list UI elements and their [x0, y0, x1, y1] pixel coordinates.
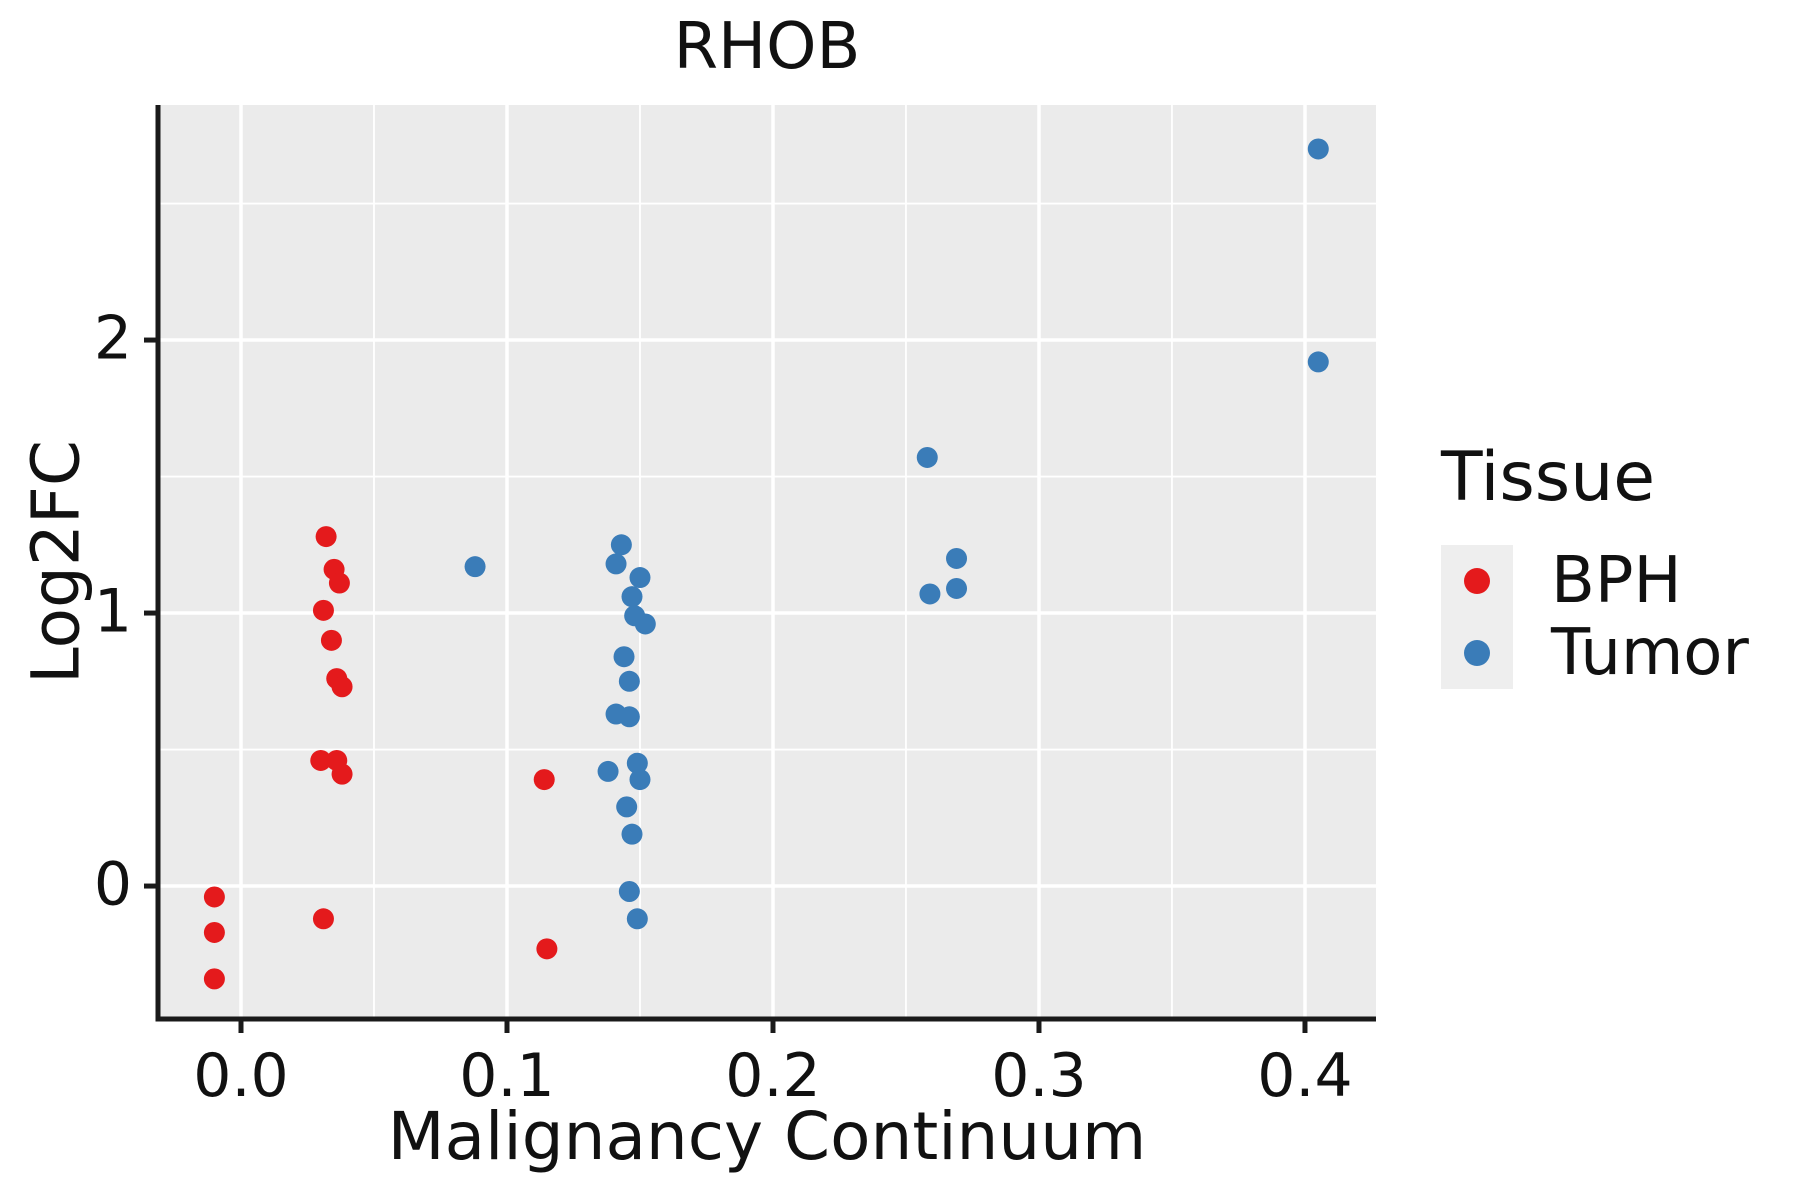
- data-point-tumor: [634, 613, 656, 635]
- data-point-bph: [203, 921, 225, 943]
- data-point-bph: [203, 968, 225, 990]
- data-point-tumor: [605, 553, 627, 575]
- data-point-tumor: [916, 446, 938, 468]
- data-point-tumor: [610, 534, 632, 556]
- legend-item-tumor: Tumor: [1441, 616, 1749, 690]
- legend-title: Tissue: [1441, 438, 1656, 517]
- data-point-bph: [328, 572, 350, 594]
- data-point-tumor: [618, 881, 640, 903]
- x-tick-label: 0.2: [725, 1041, 821, 1111]
- legend-items: BPH Tumor: [1441, 544, 1749, 690]
- data-point-tumor: [629, 769, 651, 791]
- legend-item-bph: BPH: [1441, 544, 1749, 618]
- legend-dot-tumor: [1464, 640, 1490, 666]
- data-point-bph: [312, 599, 334, 621]
- data-point-tumor: [618, 670, 640, 692]
- y-tick-label: 0: [93, 849, 132, 920]
- x-axis-title: Malignancy Continuum: [387, 1098, 1147, 1175]
- data-point-tumor: [626, 752, 648, 774]
- data-point-tumor: [613, 646, 635, 668]
- plot-panel: [158, 105, 1376, 1019]
- y-tick-label: 2: [93, 303, 132, 374]
- data-point-bph: [203, 886, 225, 908]
- data-point-tumor: [1307, 138, 1329, 160]
- data-point-tumor: [1307, 351, 1329, 373]
- x-tick-label: 0.3: [991, 1041, 1087, 1111]
- data-point-bph: [310, 749, 332, 771]
- data-point-tumor: [919, 583, 941, 605]
- data-point-tumor: [621, 586, 643, 608]
- data-point-bph: [536, 938, 558, 960]
- x-tick-label: 0.4: [1257, 1041, 1353, 1111]
- data-point-bph: [331, 676, 353, 698]
- y-tick-label: 1: [93, 576, 132, 647]
- legend-key: [1441, 617, 1513, 689]
- data-point-bph: [312, 908, 334, 930]
- x-tick-label: 0.1: [459, 1041, 555, 1111]
- data-point-tumor: [626, 908, 648, 930]
- data-point-tumor: [946, 547, 968, 569]
- data-point-tumor: [621, 823, 643, 845]
- x-tick-label: 0.0: [193, 1041, 289, 1111]
- y-axis-title: Log2FC: [17, 440, 95, 684]
- data-point-tumor: [616, 796, 638, 818]
- data-point-bph: [315, 526, 337, 548]
- data-point-bph: [331, 763, 353, 785]
- data-point-bph: [533, 769, 555, 791]
- data-point-bph: [320, 629, 342, 651]
- legend-dot-bph: [1464, 568, 1490, 594]
- data-point-tumor: [597, 760, 619, 782]
- legend: Tissue BPH Tumor: [1441, 438, 1749, 690]
- legend-label: BPH: [1551, 544, 1682, 618]
- data-point-tumor: [629, 567, 651, 589]
- data-point-tumor: [946, 577, 968, 599]
- data-point-tumor: [618, 706, 640, 728]
- legend-label: Tumor: [1551, 616, 1749, 690]
- chart-title: RHOB: [673, 10, 861, 84]
- data-point-tumor: [464, 556, 486, 578]
- legend-key: [1441, 545, 1513, 617]
